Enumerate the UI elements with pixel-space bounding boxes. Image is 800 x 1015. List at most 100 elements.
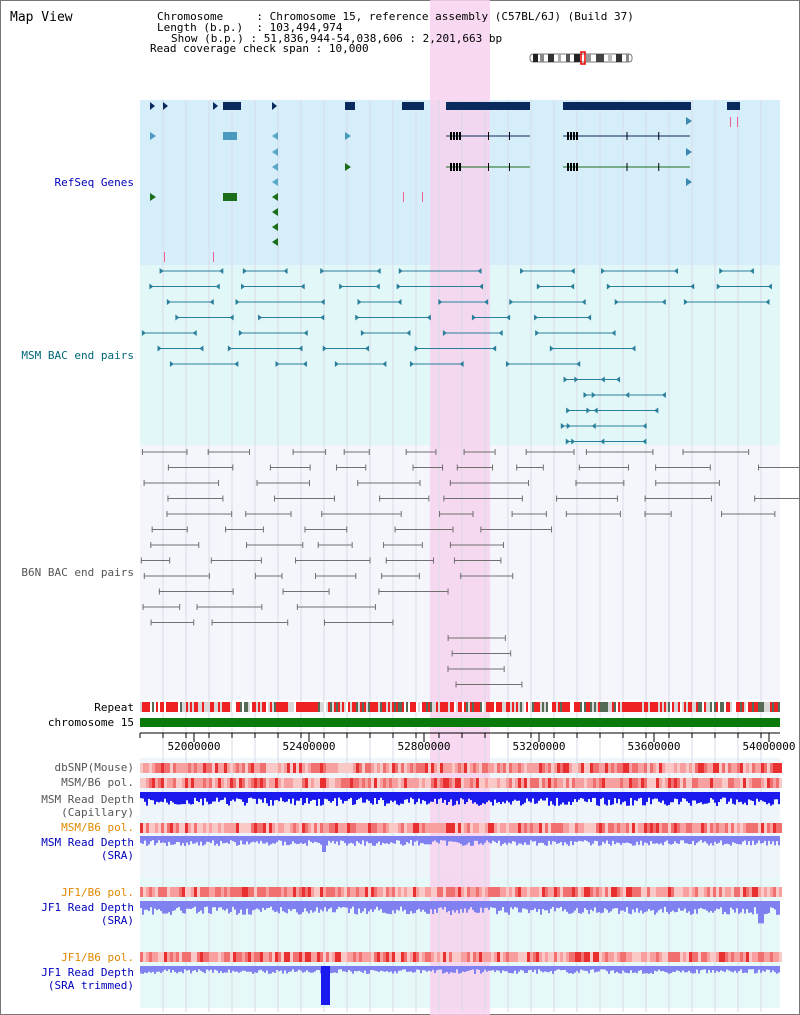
depth-bar [502, 901, 504, 908]
depth-bar [548, 836, 550, 841]
depth-bar [482, 901, 484, 913]
heat-cell [209, 952, 212, 962]
heat-cell [719, 823, 722, 833]
track-label-msm-bac[interactable]: MSM BAC end pairs [21, 349, 134, 362]
depth-bar [540, 836, 542, 843]
heat-cell [152, 952, 155, 962]
depth-bar [602, 966, 604, 970]
repeat-segment [570, 702, 572, 712]
repeat-segment [512, 702, 514, 712]
depth-bar [504, 792, 506, 804]
heat-cell [308, 952, 311, 962]
depth-bar [572, 966, 574, 974]
depth-bar [166, 792, 168, 803]
depth-bar [734, 836, 736, 844]
depth-bar [186, 792, 188, 801]
depth-bar [410, 901, 412, 912]
ideogram-band [626, 54, 629, 62]
depth-bar [304, 836, 306, 844]
depth-bar [208, 901, 210, 914]
track-label-jf1-b6-pol-2[interactable]: JF1/B6 pol. [61, 951, 134, 964]
depth-bar [498, 901, 500, 911]
info-chromosome-row: Chromosome : Chromosome 15, reference as… [157, 11, 634, 23]
heat-cell [572, 778, 575, 788]
heat-cell [254, 823, 257, 833]
depth-bar [566, 836, 568, 845]
depth-bar [300, 901, 302, 915]
heat-cell [566, 778, 569, 788]
depth-bar [758, 966, 760, 970]
bac-end-marker [295, 557, 297, 564]
track-label-jf1-depth-sra[interactable]: JF1 Read Depth [41, 901, 134, 914]
track-label-jf1-b6-pol[interactable]: JF1/B6 pol. [61, 886, 134, 899]
bac-end-marker [245, 511, 247, 517]
depth-bar [312, 836, 314, 844]
repeat-segment [152, 702, 154, 712]
depth-bar [296, 901, 298, 913]
depth-bar [672, 966, 674, 972]
depth-bar [290, 901, 292, 911]
msm-read-depth-sra [140, 836, 780, 852]
track-label-refseq[interactable]: RefSeq Genes [54, 176, 134, 189]
heat-cell [281, 887, 284, 897]
heat-cell [197, 823, 200, 833]
track-label-msm-b6-pol-2[interactable]: MSM/B6 pol. [61, 821, 134, 834]
depth-bar [218, 966, 220, 974]
bac-end-marker [710, 495, 712, 502]
heat-cell [278, 823, 281, 833]
depth-bar [396, 792, 398, 805]
heat-cell [458, 823, 461, 833]
heat-cell [167, 778, 170, 788]
heat-cell [179, 952, 182, 962]
bac-end-marker [619, 511, 621, 517]
track-label-jf1-depth-trim[interactable]: JF1 Read Depth [41, 966, 134, 979]
heat-cell [536, 823, 539, 833]
track-label-msm-depth-cap[interactable]: MSM Read Depth [41, 793, 134, 806]
depth-bar [626, 836, 628, 843]
repeat-segment [354, 702, 356, 712]
depth-bar [232, 966, 234, 971]
heat-cell [359, 763, 362, 773]
depth-bar [714, 901, 716, 911]
depth-bar [208, 966, 210, 971]
heat-cell [740, 823, 743, 833]
heat-cell [437, 778, 440, 788]
depth-bar [644, 966, 646, 974]
repeat-segment [462, 702, 464, 712]
heat-cell [437, 763, 440, 773]
heat-cell [164, 823, 167, 833]
track-label-msm-b6-pol[interactable]: MSM/B6 pol. [61, 776, 134, 789]
heat-cell [530, 778, 533, 788]
depth-bar [770, 966, 772, 973]
heat-cell [185, 763, 188, 773]
heat-cell [749, 778, 752, 788]
heat-cell [554, 823, 557, 833]
track-label-b6n-bac[interactable]: B6N BAC end pairs [21, 566, 134, 579]
depth-bar [544, 901, 546, 911]
depth-bar [528, 901, 530, 914]
heat-cell [140, 952, 143, 962]
depth-bar [218, 901, 220, 908]
repeat-segment [270, 702, 272, 712]
heat-cell [725, 887, 728, 897]
track-label-msm-depth-sra[interactable]: MSM Read Depth [41, 836, 134, 849]
heat-cell [533, 887, 536, 897]
heat-cell [371, 823, 374, 833]
track-label-dbsnp[interactable]: dbSNP(Mouse) [54, 761, 134, 774]
depth-bar [506, 792, 508, 801]
heat-cell [431, 887, 434, 897]
depth-bar [744, 792, 746, 803]
axis-tick-label: 52000000 [168, 740, 221, 753]
heat-cell [626, 778, 629, 788]
heat-cell [368, 823, 371, 833]
heat-cell [176, 887, 179, 897]
heat-cell [341, 763, 344, 773]
depth-bar [488, 836, 490, 843]
heat-cell [140, 763, 143, 773]
heat-cell [734, 778, 737, 788]
depth-bar [204, 836, 206, 845]
heat-cell [182, 778, 185, 788]
heat-cell [398, 778, 401, 788]
heat-cell [689, 887, 692, 897]
